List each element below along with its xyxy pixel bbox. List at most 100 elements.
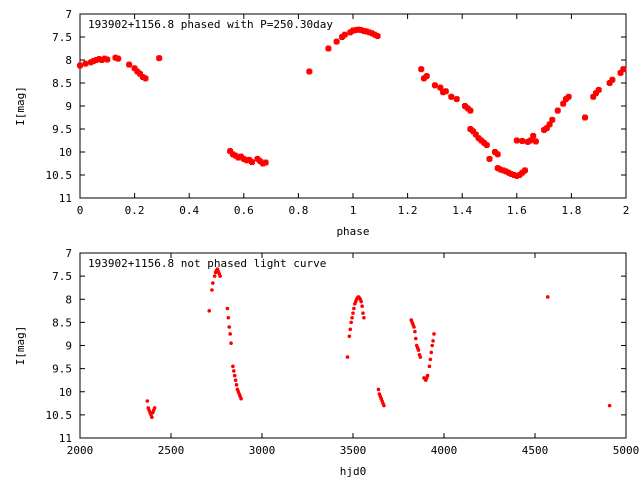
phased-y-tick-label: 10.5 bbox=[46, 169, 73, 182]
unphased-data-point bbox=[382, 403, 386, 408]
phased-data-point bbox=[325, 45, 332, 52]
phased-data-point bbox=[461, 103, 468, 109]
phased-data-point bbox=[134, 68, 141, 75]
phased-data-point bbox=[156, 55, 163, 62]
phased-data-point bbox=[478, 137, 485, 144]
unphased-plot-frame bbox=[79, 252, 627, 439]
unphased-data-point bbox=[412, 325, 416, 329]
phased-panel: 0 0.2 0.4 0.6 0.8 1 1.2 1.4 1.6 1.8 2 7 7.5 8 8.5 9 9.5 1… bbox=[14, 8, 629, 238]
unphased-data-point bbox=[430, 343, 434, 348]
phased-x-tick-label: 1.6 bbox=[507, 204, 527, 217]
phased-data-point bbox=[483, 142, 490, 149]
unphased-y-tick-label: 9.5 bbox=[52, 363, 72, 376]
phased-data-point bbox=[464, 105, 471, 112]
phased-data-point bbox=[262, 159, 269, 166]
phased-x-tick-label: 1.8 bbox=[561, 204, 581, 217]
phased-y-tick-label: 9 bbox=[65, 100, 72, 113]
unphased-data-point bbox=[428, 357, 433, 362]
unphased-data-point bbox=[429, 350, 434, 355]
phased-data-point bbox=[142, 75, 149, 82]
unphased-y-axis-label: I[mag] bbox=[14, 326, 27, 366]
phased-data-point bbox=[609, 76, 616, 83]
phased-data-point bbox=[420, 75, 427, 82]
phased-data-point bbox=[470, 128, 477, 135]
phased-data-point bbox=[592, 90, 599, 97]
unphased-data-point bbox=[376, 387, 381, 392]
unphased-data-point bbox=[413, 329, 417, 334]
phased-data-point bbox=[530, 132, 537, 139]
phased-plot-frame bbox=[79, 13, 627, 199]
phased-data-point bbox=[448, 93, 455, 100]
unphased-data-point bbox=[150, 415, 154, 419]
phased-x-tick-label: 0.2 bbox=[125, 204, 145, 217]
phased-data-point bbox=[513, 137, 520, 144]
phased-data-point bbox=[115, 55, 122, 62]
unphased-ticks: 2000 2500 3000 3500 4000 4500 5000 7 7.5 8 8.5 9 9.5… bbox=[46, 247, 640, 457]
phased-data-point bbox=[418, 66, 425, 73]
unphased-data-point bbox=[211, 281, 215, 285]
phased-data-points bbox=[77, 26, 627, 179]
phased-x-tick-label: 1 bbox=[350, 204, 357, 217]
unphased-data-point bbox=[348, 327, 353, 332]
unphased-data-point bbox=[345, 355, 350, 359]
unphased-data-point bbox=[207, 309, 212, 313]
phased-chart-title: 193902+1156.8 phased with P=250.30day bbox=[88, 18, 333, 31]
phased-y-tick-label: 10 bbox=[59, 146, 72, 159]
unphased-y-tick-label: 9 bbox=[65, 340, 72, 353]
phased-data-point bbox=[104, 56, 111, 63]
phased-data-point bbox=[491, 149, 498, 155]
phased-x-axis-label: phase bbox=[336, 225, 369, 238]
unphased-data-point bbox=[432, 332, 436, 336]
phased-data-point bbox=[257, 158, 264, 165]
phased-data-point bbox=[620, 66, 627, 73]
unphased-data-point bbox=[152, 406, 157, 410]
unphased-x-tick-label: 3000 bbox=[249, 444, 276, 457]
unphased-y-tick-label: 8.5 bbox=[52, 316, 72, 329]
unphased-x-tick-label: 3500 bbox=[340, 444, 367, 457]
unphased-data-point bbox=[350, 315, 354, 320]
unphased-y-tick-label: 7.5 bbox=[52, 270, 72, 283]
unphased-x-tick-label: 2000 bbox=[67, 444, 94, 457]
phased-data-point bbox=[467, 107, 474, 114]
phased-data-point bbox=[431, 82, 438, 89]
unphased-data-point bbox=[352, 306, 356, 311]
unphased-data-point bbox=[360, 304, 364, 308]
phased-data-point bbox=[306, 68, 313, 75]
unphased-data-point bbox=[413, 336, 418, 341]
phased-data-point bbox=[472, 131, 479, 138]
phased-x-tick-label: 2 bbox=[623, 204, 630, 217]
phased-data-point bbox=[254, 155, 261, 162]
phased-y-tick-label: 8.5 bbox=[52, 77, 72, 90]
unphased-data-point bbox=[418, 355, 423, 359]
phased-data-point bbox=[565, 93, 572, 100]
unphased-y-tick-label: 10.5 bbox=[46, 409, 73, 422]
phased-y-tick-label: 9.5 bbox=[52, 123, 72, 136]
unphased-panel: 2000 2500 3000 3500 4000 4500 5000 7 7.5 8 8.5 9 9.5… bbox=[14, 247, 639, 478]
unphased-x-tick-label: 4500 bbox=[522, 444, 549, 457]
phased-data-point bbox=[543, 125, 550, 132]
phased-y-tick-label: 7 bbox=[65, 8, 72, 21]
unphased-x-tick-label: 4000 bbox=[431, 444, 458, 457]
phased-x-tick-label: 0.8 bbox=[288, 204, 308, 217]
unphased-y-tick-label: 10 bbox=[59, 386, 72, 399]
phased-data-point bbox=[606, 80, 613, 86]
unphased-data-point bbox=[347, 334, 352, 339]
phased-data-point bbox=[333, 38, 340, 45]
phased-data-point bbox=[519, 137, 526, 144]
phased-x-tick-label: 1.2 bbox=[398, 204, 418, 217]
phased-data-point bbox=[595, 86, 602, 93]
unphased-x-tick-label: 2500 bbox=[158, 444, 185, 457]
phased-data-point bbox=[453, 96, 460, 103]
phased-data-point bbox=[617, 69, 624, 76]
phased-data-point bbox=[238, 153, 245, 160]
phased-data-point bbox=[374, 33, 381, 40]
unphased-data-point bbox=[351, 311, 355, 315]
phased-y-tick-label: 11 bbox=[59, 192, 72, 205]
unphased-data-point bbox=[607, 403, 612, 408]
phased-ticks: 0 0.2 0.4 0.6 0.8 1 1.2 1.4 1.6 1.8 2 7 7.5 8 8.5 9 9.5 1… bbox=[46, 8, 630, 217]
unphased-y-tick-label: 11 bbox=[59, 432, 72, 445]
phased-data-point bbox=[481, 139, 488, 146]
phased-data-point bbox=[527, 137, 534, 144]
phased-data-point bbox=[562, 96, 569, 103]
